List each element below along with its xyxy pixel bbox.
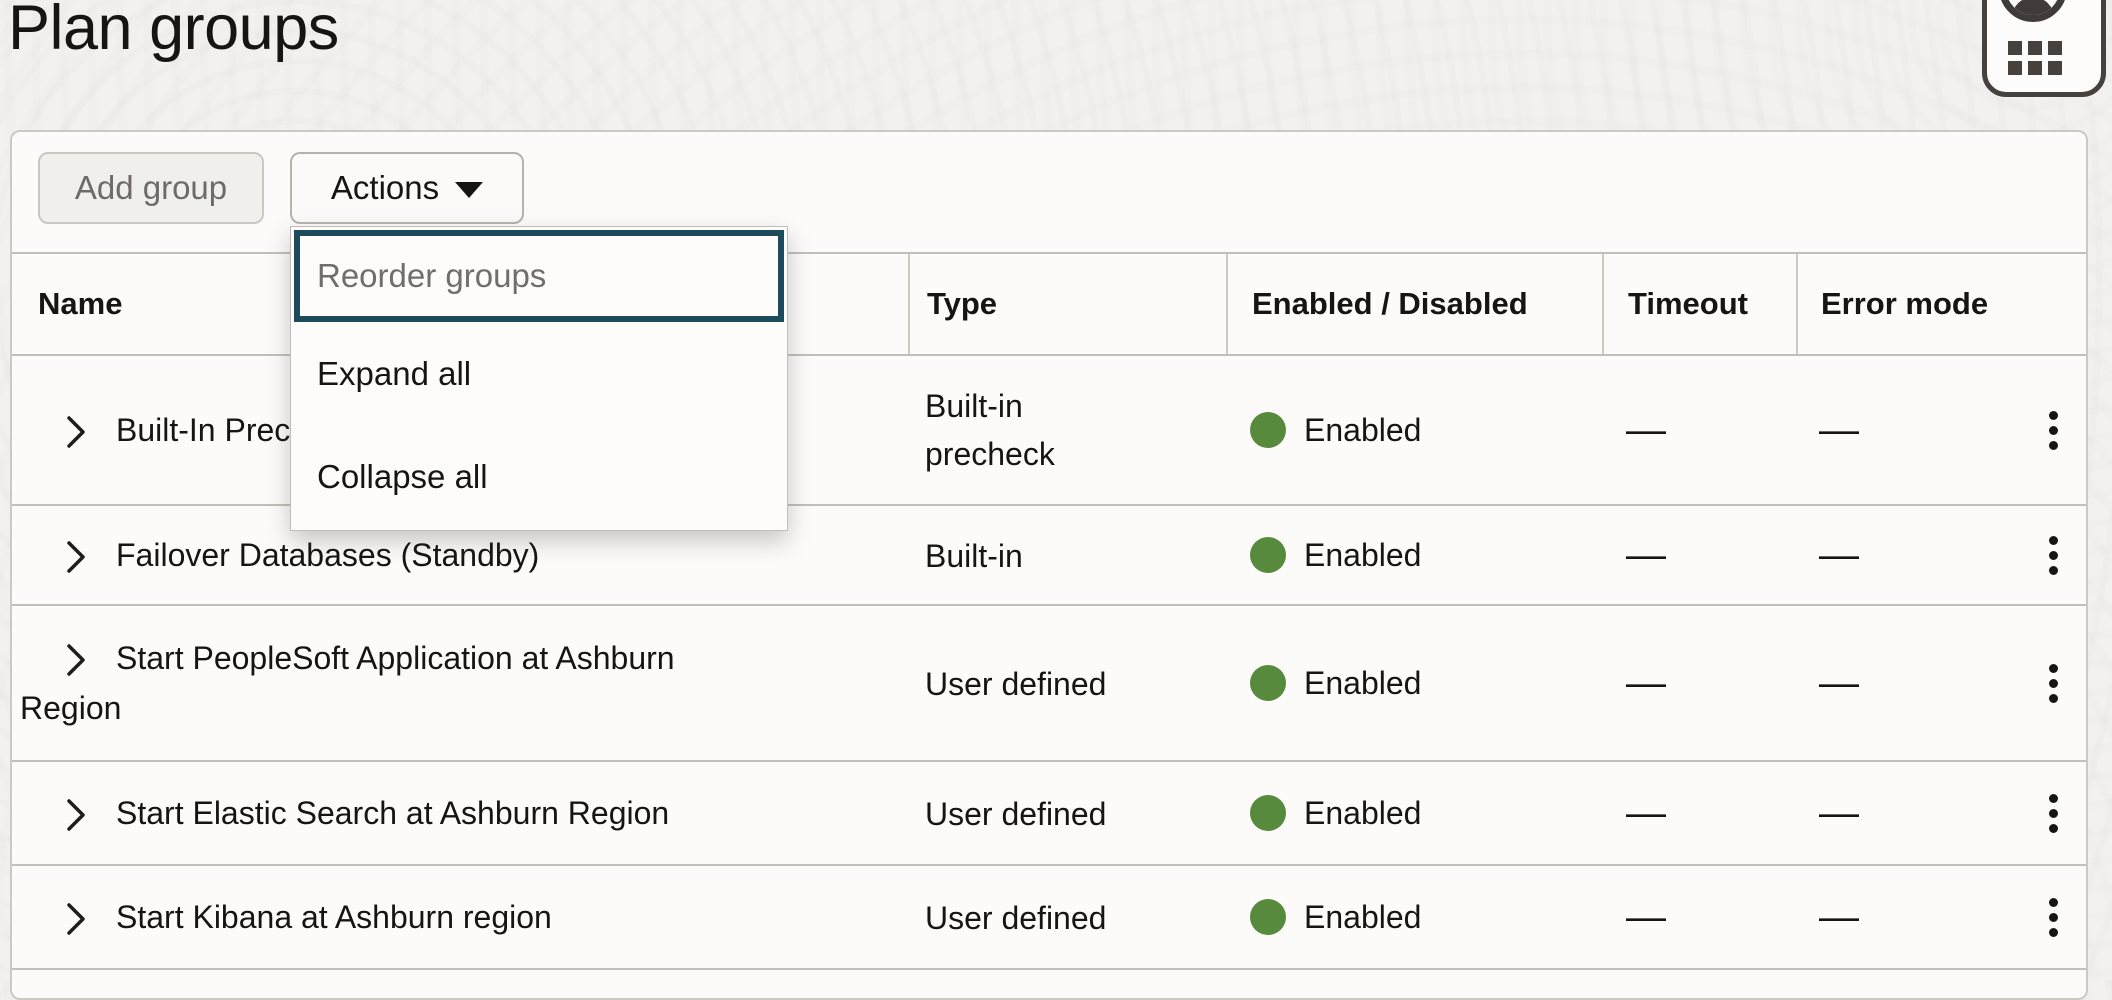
actions-button-label: Actions (330, 169, 440, 206)
status-enabled-dot (1250, 412, 1286, 448)
table-row: Start PeopleSoft Application at Ashburn … (12, 606, 2086, 762)
error-mode-value: — (1819, 408, 1859, 452)
plan-group-type: User defined (925, 666, 1107, 703)
status-label: Enabled (1304, 664, 1422, 701)
actions-dropdown-menu: Reorder groups Expand all Collapse all (290, 226, 788, 531)
expand-chevron-icon[interactable] (64, 539, 88, 575)
expand-chevron-icon[interactable] (64, 901, 88, 937)
caret-down-icon (455, 182, 484, 198)
page-title: Plan groups (8, 0, 339, 63)
status-label: Enabled (1304, 411, 1422, 448)
column-header-error-mode: Error mode (1796, 254, 2086, 354)
app-grid-icon[interactable] (2008, 41, 2062, 75)
status-enabled-dot (1250, 899, 1286, 935)
expand-chevron-icon[interactable] (64, 414, 88, 450)
timeout-value: — (1626, 790, 1666, 835)
menu-item-label: Collapse all (317, 457, 488, 495)
timeout-value: — (1626, 894, 1666, 939)
error-mode-value: — (1819, 895, 1859, 939)
column-header-type: Type (908, 254, 1226, 354)
status-label: Enabled (1304, 536, 1422, 573)
status-enabled-dot (1250, 795, 1286, 831)
menu-item-label: Expand all (317, 354, 472, 392)
status-label: Enabled (1304, 898, 1422, 935)
table-header-row: Name Type Enabled / Disabled Timeout Err… (12, 252, 2086, 356)
timeout-value: — (1626, 532, 1666, 577)
row-kebab-menu-icon[interactable] (2043, 658, 2064, 709)
plan-groups-card: Add group Actions Name Type Enabled / Di… (10, 130, 2088, 1000)
timeout-value: — (1626, 660, 1666, 705)
column-header-timeout: Timeout (1602, 254, 1796, 354)
table-row: Start Elastic Search at Ashburn Region U… (12, 762, 2086, 866)
row-kebab-menu-icon[interactable] (2043, 788, 2064, 839)
expand-chevron-icon[interactable] (64, 797, 88, 833)
menu-item-label: Reorder groups (317, 257, 547, 294)
actions-button[interactable]: Actions (290, 152, 524, 224)
row-kebab-menu-icon[interactable] (2043, 530, 2064, 581)
timeout-value: — (1626, 407, 1666, 452)
plan-group-name: Start PeopleSoft Application at Ashburn … (20, 640, 675, 726)
column-header-status: Enabled / Disabled (1226, 254, 1602, 354)
plan-group-type: Built-in precheck (925, 388, 1055, 472)
user-avatar-icon[interactable] (1999, 0, 2067, 22)
menu-item-collapse-all[interactable]: Collapse all (291, 425, 787, 528)
expand-chevron-icon[interactable] (64, 642, 88, 678)
add-group-button[interactable]: Add group (38, 152, 264, 224)
status-enabled-dot (1250, 537, 1286, 573)
plan-group-name: Start Kibana at Ashburn region (116, 899, 552, 935)
table-row: Start Kibana at Ashburn region User defi… (12, 866, 2086, 970)
row-kebab-menu-icon[interactable] (2043, 892, 2064, 943)
status-enabled-dot (1250, 665, 1286, 701)
column-header-name: Name (38, 286, 123, 321)
plan-groups-table: Name Type Enabled / Disabled Timeout Err… (12, 252, 2086, 970)
plan-group-type: User defined (925, 900, 1107, 937)
avatar-shoulders-shape (2012, 0, 2054, 15)
plan-group-type: Built-in (925, 538, 1023, 575)
plan-group-name: Start Elastic Search at Ashburn Region (116, 795, 670, 831)
error-mode-value: — (1819, 661, 1859, 705)
menu-item-reorder-groups[interactable]: Reorder groups (294, 230, 784, 322)
error-mode-value: — (1819, 533, 1859, 577)
plan-group-type: User defined (925, 796, 1107, 833)
error-mode-value: — (1819, 791, 1859, 835)
row-kebab-menu-icon[interactable] (2043, 405, 2064, 456)
status-label: Enabled (1304, 794, 1422, 831)
menu-item-expand-all[interactable]: Expand all (291, 322, 787, 425)
add-group-button-label: Add group (74, 169, 228, 206)
account-widget[interactable] (1982, 0, 2106, 97)
plan-group-name: Failover Databases (Standby) (116, 537, 540, 573)
table-row: Failover Databases (Standby) Built-in En… (12, 506, 2086, 606)
